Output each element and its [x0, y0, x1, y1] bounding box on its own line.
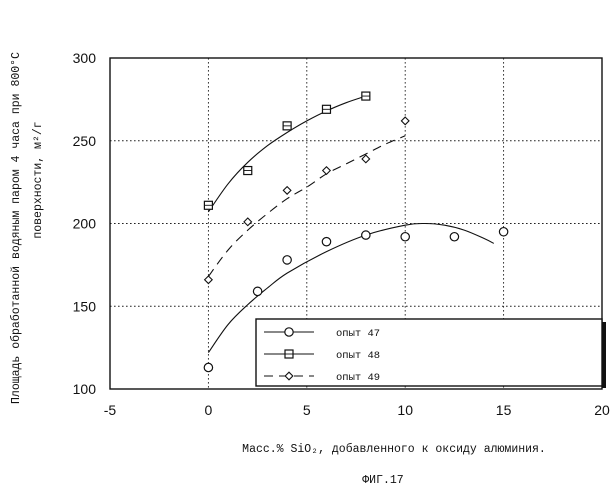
data-point	[322, 238, 330, 246]
data-point	[253, 287, 261, 295]
x-tick-label: 5	[303, 402, 311, 418]
legend: опыт 47 опыт 48 опыт 49	[256, 319, 606, 388]
data-point	[204, 363, 212, 371]
x-tick-label: 15	[496, 402, 512, 418]
legend-label: опыт 47	[336, 328, 380, 340]
data-point	[499, 228, 507, 236]
x-tick-label: 20	[594, 402, 610, 418]
figure-caption: ФИГ.17	[362, 474, 403, 487]
data-point	[244, 167, 252, 175]
legend-marker	[285, 328, 293, 336]
y-axis-title-line-2: поверхности, м²/г	[32, 121, 45, 238]
y-axis-title-line-1: Площадь обработанной водяным паром 4 час…	[10, 52, 23, 404]
y-tick-label: 150	[73, 298, 97, 314]
y-tick-label: 100	[73, 381, 97, 397]
legend-box	[256, 319, 602, 386]
x-tick-label: 10	[397, 402, 413, 418]
data-point	[362, 92, 370, 100]
data-point	[401, 233, 409, 241]
legend-shadow	[602, 322, 606, 388]
y-tick-label: 300	[73, 50, 97, 66]
data-point	[450, 233, 458, 241]
data-point	[362, 231, 370, 239]
data-point	[283, 122, 291, 130]
data-point	[204, 201, 212, 209]
legend-marker	[285, 350, 293, 358]
x-axis-title: Масс.% SiO₂, добавленного к оксиду алюми…	[242, 443, 546, 456]
x-tick-label: -5	[104, 402, 117, 418]
data-point	[322, 105, 330, 113]
x-tick-label: 0	[205, 402, 213, 418]
y-tick-label: 250	[73, 133, 97, 149]
data-point	[283, 256, 291, 264]
legend-label: опыт 49	[336, 372, 380, 384]
legend-label: опыт 48	[336, 350, 380, 362]
y-tick-label: 200	[73, 216, 97, 232]
